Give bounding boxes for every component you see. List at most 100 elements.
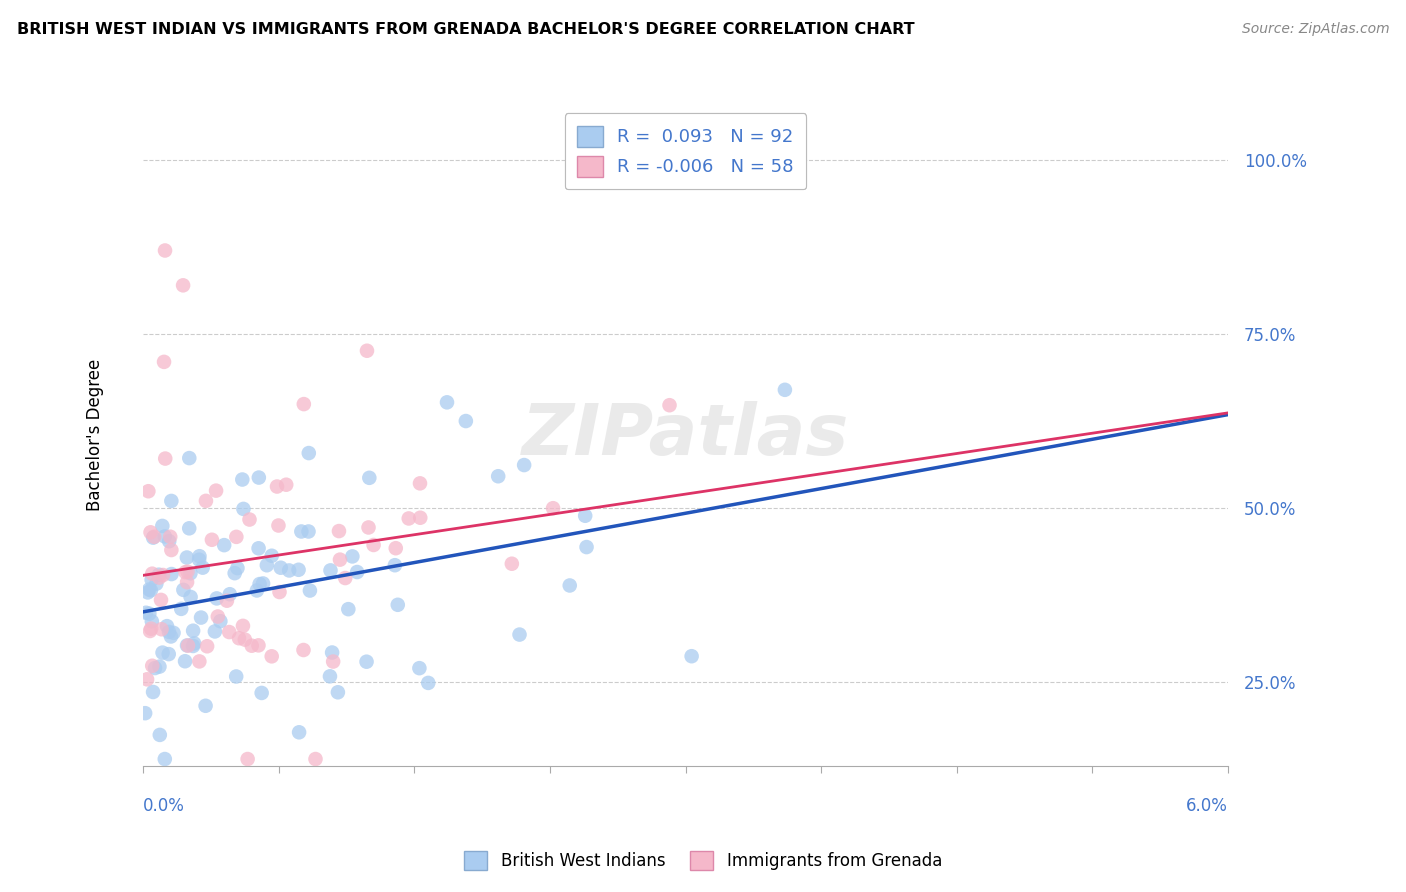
- Point: [181, 624, 204, 638]
- Point: [138, 484, 160, 499]
- Text: Bachelor's Degree: Bachelor's Degree: [86, 359, 104, 511]
- Point: [304, 752, 326, 766]
- Point: [139, 583, 162, 598]
- Point: [384, 558, 406, 573]
- Point: [228, 632, 250, 646]
- Point: [160, 630, 183, 644]
- Point: [141, 566, 163, 581]
- Point: [205, 591, 228, 606]
- Point: [575, 540, 598, 554]
- Text: BRITISH WEST INDIAN VS IMMIGRANTS FROM GRENADA BACHELOR'S DEGREE CORRELATION CHA: BRITISH WEST INDIAN VS IMMIGRANTS FROM G…: [17, 22, 914, 37]
- Point: [191, 560, 214, 574]
- Point: [150, 593, 173, 607]
- Point: [153, 244, 176, 258]
- Point: [148, 659, 170, 673]
- Point: [558, 578, 581, 592]
- Point: [136, 585, 159, 599]
- Point: [773, 383, 796, 397]
- Point: [181, 639, 204, 653]
- Text: 6.0%: 6.0%: [1185, 797, 1227, 814]
- Point: [278, 564, 301, 578]
- Point: [292, 397, 315, 411]
- Point: [681, 649, 703, 664]
- Point: [148, 571, 170, 585]
- Point: [207, 609, 229, 624]
- Point: [249, 577, 271, 591]
- Text: 0.0%: 0.0%: [143, 797, 186, 814]
- Point: [141, 615, 163, 629]
- Point: [157, 624, 180, 639]
- Text: Source: ZipAtlas.com: Source: ZipAtlas.com: [1241, 22, 1389, 37]
- Point: [209, 614, 232, 628]
- Point: [160, 543, 183, 558]
- Point: [363, 538, 385, 552]
- Point: [322, 655, 344, 669]
- Point: [225, 530, 247, 544]
- Point: [329, 552, 352, 566]
- Point: [174, 654, 197, 668]
- Point: [148, 567, 170, 582]
- Point: [179, 521, 201, 535]
- Point: [418, 676, 440, 690]
- Point: [162, 625, 184, 640]
- Point: [157, 647, 180, 661]
- Point: [256, 558, 278, 573]
- Point: [267, 518, 290, 533]
- Point: [194, 698, 217, 713]
- Point: [134, 706, 156, 721]
- Point: [153, 752, 176, 766]
- Point: [357, 520, 380, 534]
- Point: [252, 576, 274, 591]
- Point: [250, 686, 273, 700]
- Point: [218, 625, 240, 640]
- Point: [398, 511, 420, 525]
- Point: [297, 524, 319, 539]
- Legend: R =  0.093   N = 92, R = -0.006   N = 58: R = 0.093 N = 92, R = -0.006 N = 58: [565, 113, 806, 189]
- Point: [160, 567, 183, 582]
- Point: [176, 550, 198, 565]
- Point: [152, 646, 174, 660]
- Point: [152, 568, 174, 582]
- Point: [236, 752, 259, 766]
- Point: [156, 619, 179, 633]
- Point: [176, 565, 198, 579]
- Point: [215, 593, 238, 607]
- Point: [260, 549, 283, 563]
- Point: [141, 622, 163, 636]
- Point: [359, 471, 381, 485]
- Point: [138, 607, 160, 621]
- Point: [247, 638, 270, 652]
- Point: [658, 398, 681, 412]
- Point: [136, 673, 159, 687]
- Point: [159, 530, 181, 544]
- Point: [172, 278, 194, 293]
- Point: [174, 565, 197, 579]
- Point: [541, 501, 564, 516]
- Point: [346, 565, 368, 579]
- Point: [170, 602, 193, 616]
- Point: [141, 573, 163, 587]
- Point: [342, 549, 364, 564]
- Point: [145, 576, 167, 591]
- Point: [153, 355, 176, 369]
- Point: [260, 649, 283, 664]
- Point: [356, 343, 378, 358]
- Point: [176, 575, 198, 590]
- Text: ZIPatlas: ZIPatlas: [522, 401, 849, 469]
- Point: [387, 598, 409, 612]
- Point: [177, 639, 200, 653]
- Point: [356, 655, 378, 669]
- Point: [509, 627, 531, 641]
- Point: [238, 512, 260, 526]
- Point: [138, 582, 160, 597]
- Point: [384, 541, 406, 556]
- Point: [454, 414, 477, 428]
- Point: [218, 587, 240, 601]
- Point: [155, 451, 177, 466]
- Point: [287, 563, 309, 577]
- Point: [321, 646, 343, 660]
- Point: [188, 549, 211, 564]
- Point: [194, 494, 217, 508]
- Point: [179, 566, 201, 581]
- Point: [266, 479, 288, 493]
